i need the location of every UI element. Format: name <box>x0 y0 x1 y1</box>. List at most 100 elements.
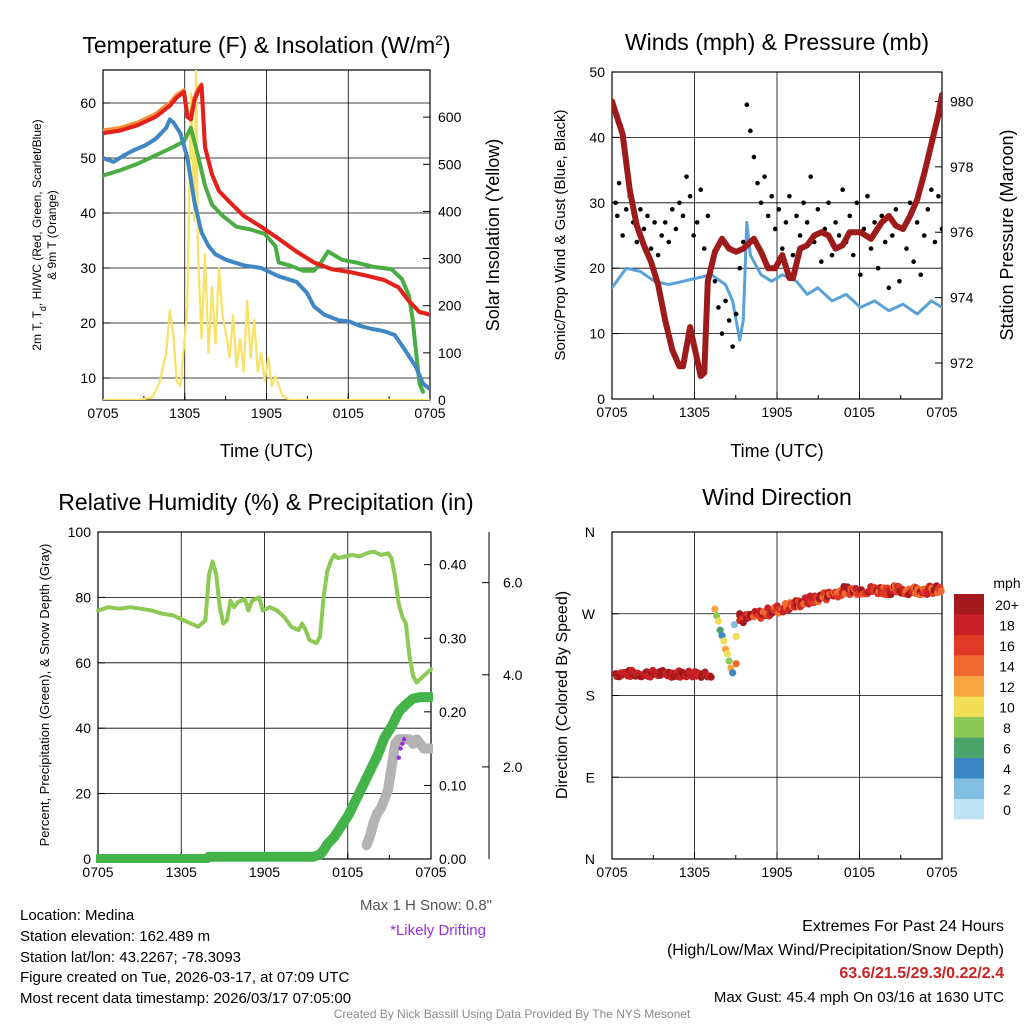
extremes-values: 63.6/21.5/29.3/0.22/2.4 <box>839 965 1004 982</box>
wind-gust-point <box>921 233 927 238</box>
rh-chart-y3tick-label: 6.0 <box>503 575 523 591</box>
wind-gust-point <box>939 226 942 232</box>
wdir-point <box>725 657 733 665</box>
wind-gust-point <box>808 174 814 179</box>
wind-chart-y2tick-label: 978 <box>950 159 974 175</box>
wdir-legend-label: 12 <box>999 679 1015 695</box>
wdir-points-group <box>611 582 945 681</box>
wdir-point <box>732 632 740 641</box>
rh-chart-xtick-label: 0705 <box>415 864 446 880</box>
temp-chart-ytick-label: 30 <box>80 260 96 276</box>
wind-chart-xtick-label: 0105 <box>844 404 875 420</box>
wind-gust-point <box>929 187 934 193</box>
temp-chart-y2tick-label: 600 <box>438 109 462 125</box>
wdir-point <box>718 631 726 640</box>
wind-gust-point <box>758 200 764 206</box>
rh-series-rh <box>96 549 433 685</box>
rh-chart-y2tick-label: 0.10 <box>439 777 466 793</box>
wind-gust-point <box>797 233 803 238</box>
wind-chart-y2tick-label: 976 <box>950 224 974 240</box>
wdir-chart-xtick-label: 0105 <box>844 864 875 880</box>
wind-gust-point <box>907 200 913 206</box>
wind-gust-point <box>769 193 774 199</box>
wind-gust-point <box>854 200 860 206</box>
wind-gust-point <box>868 246 874 251</box>
wind-gust-point <box>730 344 735 349</box>
rh-chart-xtick-label: 1305 <box>166 864 197 880</box>
wdir-legend-swatch <box>954 717 984 738</box>
wind-gust-point <box>613 200 618 206</box>
temp-chart-y2tick-label: 500 <box>438 156 462 172</box>
wind-gust-point <box>875 265 881 271</box>
rh-chart-xtick-label: 1905 <box>249 864 280 880</box>
wdir-point <box>711 605 719 613</box>
temp-chart-y2tick-label: 400 <box>438 203 462 219</box>
wdir-point <box>729 669 737 677</box>
wind-chart-ytick-label: 0 <box>597 391 605 407</box>
wind-gust-point <box>634 239 640 245</box>
rh-chart-ytick-label: 40 <box>75 720 91 736</box>
rh-series-precip <box>96 692 433 863</box>
temp-chart-xtick-label: 1305 <box>169 405 200 421</box>
wdir-point <box>713 611 721 620</box>
wind-gust-point <box>719 331 725 336</box>
wind-gust-point <box>861 226 867 232</box>
temp-chart-title: Temperature (F) & Insolation (W/m2) <box>82 32 450 58</box>
wind-chart-xlabel: Time (UTC) <box>730 441 823 461</box>
rh-chart-group: 0705 1305 1905 0105 07050204060801000.000.10… <box>37 489 523 939</box>
rh-max-snow-note: Max 1 H Snow: 0.8" <box>360 897 492 914</box>
wdir-chart-xtick-label: 0705 <box>926 864 957 880</box>
wdir-legend-swatch <box>954 594 984 615</box>
temp-chart-xtick-label: 1905 <box>251 405 282 421</box>
wdir-point <box>707 673 715 681</box>
rh-drift-point <box>401 737 407 742</box>
wdir-legend-label: 4 <box>1003 761 1011 777</box>
wind-gust-point <box>666 239 672 245</box>
wind-series-pressure <box>612 91 942 380</box>
temp-series-hi-wc <box>103 125 425 394</box>
wdir-chart-ytick-label: S <box>586 688 595 704</box>
wind-gust-point <box>833 220 838 225</box>
wind-chart-y2tick-label: 974 <box>950 290 974 306</box>
wdir-legend-swatch <box>954 778 984 799</box>
wind-gust-point <box>755 180 760 186</box>
wdir-legend-swatch <box>954 655 984 676</box>
wdir-legend-title: mph <box>993 575 1020 591</box>
temp-chart-xtick-label: 0105 <box>333 405 364 421</box>
wind-gust-point <box>662 220 668 225</box>
temp-chart-y2tick-label: 0 <box>438 392 446 408</box>
wind-gust-point <box>652 220 657 225</box>
wind-gust-point <box>670 207 675 212</box>
wind-gust-point <box>694 220 700 225</box>
wind-chart-ytick-label: 30 <box>589 195 605 211</box>
wdir-chart-title: Wind Direction <box>702 484 852 510</box>
wind-gust-point <box>897 278 902 284</box>
wind-gust-point <box>645 213 650 219</box>
wdir-legend-swatch <box>954 737 984 758</box>
wind-chart-xtick-label: 1905 <box>761 404 792 420</box>
wind-gust-point <box>716 305 721 310</box>
wdir-chart-xtick-label: 0705 <box>596 864 627 880</box>
rh-drift-note: *Likely Drifting <box>390 922 486 939</box>
wind-gust-point <box>737 265 743 271</box>
rh-chart-title: Relative Humidity (%) & Precipitation (i… <box>58 489 473 515</box>
wdir-chart-ytick-label: E <box>586 769 595 785</box>
wind-chart-y2tick-label: 980 <box>950 93 974 109</box>
rh-drift-point <box>396 755 401 760</box>
wind-gust-point <box>677 200 682 206</box>
wind-gust-point <box>687 193 693 199</box>
wind-gust-point <box>783 220 789 225</box>
temp-chart-xtick-label: 0705 <box>414 405 445 421</box>
rh-drift-point <box>398 746 403 751</box>
rh-chart-y3tick-label: 4.0 <box>503 667 523 683</box>
wind-gust-point <box>615 213 620 219</box>
wind-gust-point <box>932 239 938 245</box>
wind-gust-point <box>776 207 782 212</box>
wind-gust-point <box>904 246 909 251</box>
wind-chart-group: 0705 1305 1905 0105 070501020304050972974976… <box>552 29 1017 461</box>
wdir-point <box>764 604 772 612</box>
wdir-legend-label: 6 <box>1003 741 1011 757</box>
wind-gust-point <box>804 220 810 225</box>
rh-chart-y2tick-label: 0.40 <box>439 557 466 573</box>
